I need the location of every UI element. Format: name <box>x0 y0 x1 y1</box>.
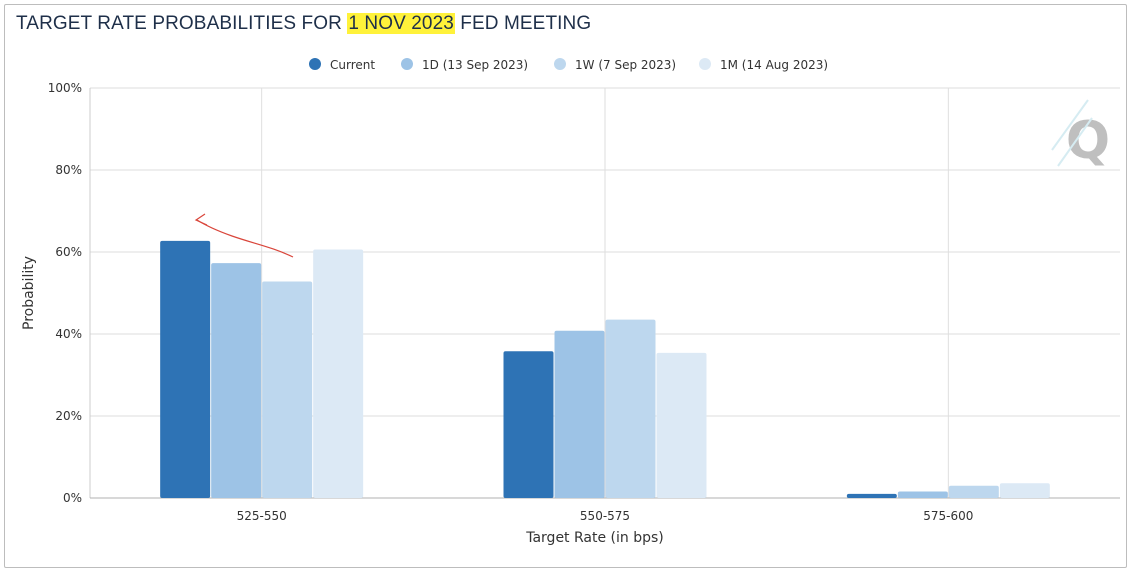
y-tick-label: 40% <box>55 327 82 341</box>
annotation-arrowhead <box>194 213 208 226</box>
bar <box>656 352 707 498</box>
x-tick-label: 575-600 <box>923 509 973 523</box>
axes: 0% 20% 40% 60% 80% 100% 525-550 550-575 575-600 T… <box>21 81 1120 546</box>
legend-marker <box>699 58 711 70</box>
bar <box>897 491 948 498</box>
legend-marker <box>401 58 413 70</box>
bar <box>503 351 554 498</box>
bar <box>313 249 364 498</box>
bar <box>262 281 313 498</box>
legend-label: 1D (13 Sep 2023) <box>422 58 528 72</box>
bar <box>211 263 262 498</box>
y-axis-title: Probability <box>21 256 37 330</box>
bar <box>999 483 1050 498</box>
y-tick-label: 60% <box>55 245 82 259</box>
legend-label: 1M (14 Aug 2023) <box>720 58 828 72</box>
bars <box>160 240 1050 498</box>
y-tick-label: 100% <box>48 81 82 95</box>
y-tick-label: 20% <box>55 409 82 423</box>
watermark-stroke <box>1057 117 1093 167</box>
y-tick-label: 0% <box>63 491 82 505</box>
chart-title: TARGET RATE PROBABILITIES FOR 1 NOV 2023… <box>16 13 591 35</box>
legend-marker <box>309 58 321 70</box>
x-tick-label: 550-575 <box>580 509 630 523</box>
legend-label: Current <box>330 58 375 72</box>
bar <box>605 319 656 498</box>
bar <box>948 485 999 498</box>
x-tick-label: 525-550 <box>237 509 287 523</box>
title-highlight: 1 NOV 2023 <box>347 13 455 34</box>
watermark-stroke <box>1051 99 1089 151</box>
y-tick-label: 80% <box>55 163 82 177</box>
title-prefix: TARGET RATE PROBABILITIES FOR <box>16 13 348 34</box>
legend: Current 1D (13 Sep 2023) 1W (7 Sep 2023) 1M… <box>309 58 828 72</box>
title-suffix: FED MEETING <box>454 13 592 34</box>
bar <box>554 330 605 498</box>
x-axis-title: Target Rate (in bps) <box>525 530 664 546</box>
annotation-arrow-icon <box>196 219 294 258</box>
bar <box>160 240 211 498</box>
legend-label: 1W (7 Sep 2023) <box>575 58 676 72</box>
legend-marker <box>554 58 566 70</box>
bar <box>846 493 897 498</box>
arrow-annotation <box>194 213 294 258</box>
watermark-logo: Q <box>1051 99 1110 171</box>
